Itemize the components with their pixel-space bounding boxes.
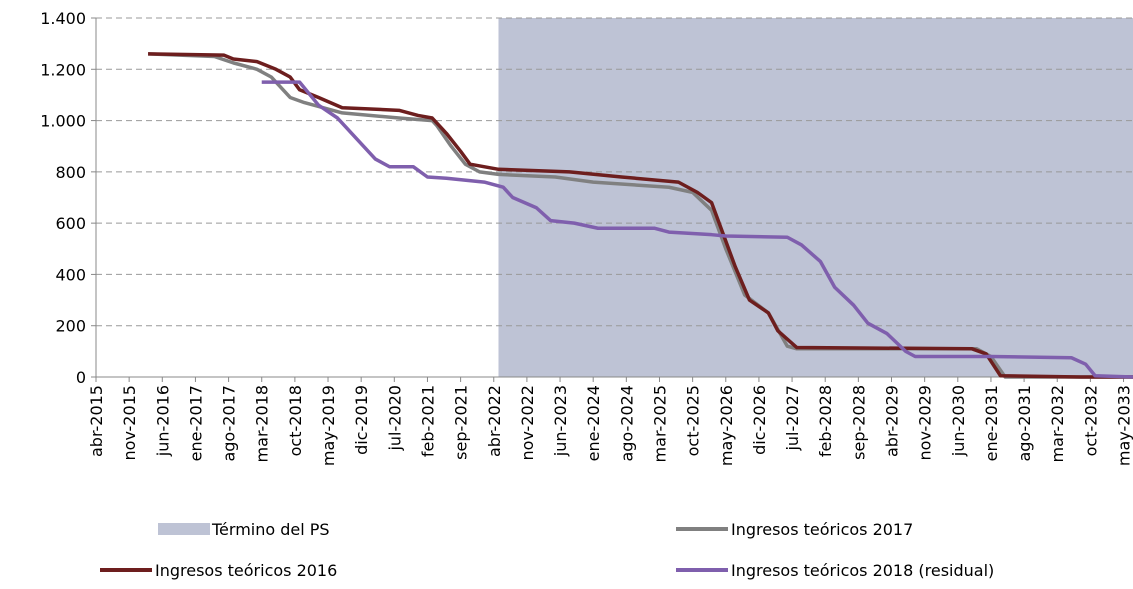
series-line xyxy=(148,52,1133,379)
x-tick-label: abr-2029 xyxy=(883,385,902,457)
x-tick-label: jul-2020 xyxy=(385,385,404,452)
x-tick-label: mar-2018 xyxy=(253,385,272,462)
y-tick-label: 1.000 xyxy=(40,112,86,131)
x-tick-label: nov-2029 xyxy=(916,385,935,460)
x-tick-label: oct-2018 xyxy=(286,385,305,456)
x-tick-label: dic-2026 xyxy=(750,385,769,455)
x-tick-label: may-2019 xyxy=(319,385,338,466)
y-tick-label: 800 xyxy=(55,163,86,182)
x-tick-label: abr-2022 xyxy=(485,385,504,457)
series-line xyxy=(148,52,1133,379)
y-tick-label: 1.400 xyxy=(40,9,86,28)
x-tick-label: sep-2021 xyxy=(452,385,471,460)
x-tick-label: feb-2028 xyxy=(816,385,835,457)
y-tick-label: 1.200 xyxy=(40,60,86,79)
y-tick-label: 400 xyxy=(55,265,86,284)
x-tick-label: dic-2019 xyxy=(352,385,371,455)
y-tick-label: 200 xyxy=(55,317,86,336)
x-tick-label: mar-2032 xyxy=(1048,385,1067,462)
legend-label: Ingresos teóricos 2016 xyxy=(155,561,337,580)
x-tick-label: jun-2030 xyxy=(949,385,968,457)
x-tick-label: ago-2024 xyxy=(617,385,636,462)
x-tick-label: nov-2015 xyxy=(120,385,139,460)
x-tick-label: nov-2022 xyxy=(518,385,537,460)
x-tick-label: ene-2017 xyxy=(186,385,205,461)
y-tick-label: 0 xyxy=(76,368,86,387)
x-tick-label: mar-2025 xyxy=(650,385,669,462)
x-tick-label: may-2033 xyxy=(1115,385,1133,466)
x-tick-label: jun-2016 xyxy=(153,385,172,457)
x-tick-label: sep-2028 xyxy=(849,385,868,460)
legend-label: Ingresos teóricos 2017 xyxy=(731,520,913,539)
y-tick-label: 600 xyxy=(55,214,86,233)
x-tick-label: oct-2025 xyxy=(684,385,703,456)
x-tick-label: jun-2023 xyxy=(551,385,570,457)
legend-label: Término del PS xyxy=(211,520,330,539)
legend-label: Ingresos teóricos 2018 (residual) xyxy=(731,561,994,580)
x-tick-label: feb-2021 xyxy=(418,385,437,457)
x-tick-label: ene-2031 xyxy=(982,385,1001,461)
x-tick-label: oct-2032 xyxy=(1081,385,1100,456)
series-line xyxy=(261,80,1133,379)
x-tick-label: ene-2024 xyxy=(584,385,603,461)
x-tick-label: ago-2031 xyxy=(1015,385,1034,462)
x-tick-label: abr-2015 xyxy=(87,385,106,457)
x-tick-label: jul-2027 xyxy=(783,385,802,452)
x-tick-label: may-2026 xyxy=(717,385,736,466)
x-tick-label: ago-2017 xyxy=(220,385,239,462)
shaded-region xyxy=(498,18,1133,377)
legend-swatch xyxy=(158,523,210,535)
